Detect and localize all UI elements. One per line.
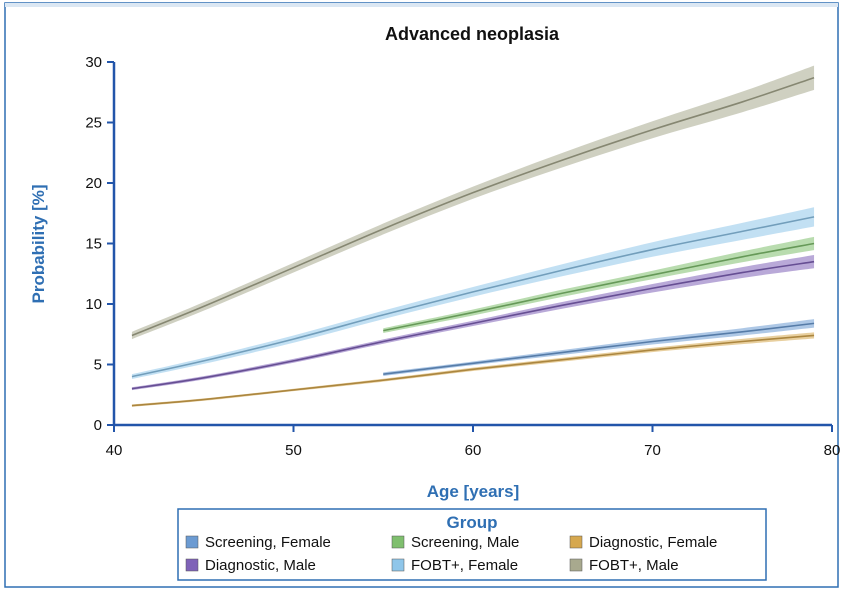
y-axis-ticks: 0 5 10 15 20 25 30: [85, 54, 114, 434]
legend-label: Diagnostic, Female: [589, 534, 717, 551]
figure-border: [4, 2, 839, 588]
legend-item-diagnostic-female: Diagnostic, Female: [569, 534, 717, 551]
chart-title: Advanced neoplasia: [385, 24, 560, 44]
figure-top-strip: [5, 3, 838, 7]
line-screening-female: [383, 322, 815, 375]
legend-box: [177, 508, 767, 581]
x-tick-label: 40: [106, 442, 123, 459]
legend-item-fobt-female: FOBT+, Female: [391, 557, 518, 574]
legend: Group Screening, Female Screening, Male Di…: [177, 508, 767, 581]
y-tick-label: 0: [94, 417, 102, 434]
legend-label: Diagnostic, Male: [205, 557, 316, 574]
legend-label: Screening, Female: [205, 534, 331, 551]
x-axis-label: Age [years]: [427, 482, 520, 501]
legend-item-diagnostic-male: Diagnostic, Male: [185, 557, 316, 574]
legend-title: Group: [447, 513, 498, 532]
x-tick-label: 50: [285, 442, 302, 459]
band-fobt-male: [131, 65, 815, 340]
y-tick-label: 20: [85, 175, 102, 192]
y-tick-label: 15: [85, 236, 102, 253]
legend-item-screening-male: Screening, Male: [391, 534, 519, 551]
y-tick-label: 10: [85, 296, 102, 313]
legend-swatch: [391, 558, 405, 572]
line-diagnostic-female: [131, 334, 815, 407]
legend-swatch: [569, 558, 583, 572]
line-screening-male: [383, 242, 815, 332]
y-axis-label: Probability [%]: [29, 184, 48, 303]
x-tick-label: 80: [824, 442, 841, 459]
legend-swatch: [569, 535, 583, 549]
x-tick-label: 70: [644, 442, 661, 459]
legend-item-fobt-male: FOBT+, Male: [569, 557, 679, 574]
legend-items: Screening, Female Screening, Male Diagnost…: [185, 534, 717, 574]
legend-label: FOBT+, Male: [589, 557, 679, 574]
y-tick-label: 25: [85, 115, 102, 132]
series-lines: [131, 76, 815, 407]
line-diagnostic-male: [131, 260, 815, 390]
legend-swatch: [185, 558, 199, 572]
y-tick-label: 30: [85, 54, 102, 71]
x-axis-ticks: 40 50 60 70 80: [106, 425, 841, 459]
legend-item-screening-female: Screening, Female: [185, 534, 331, 551]
x-tick-label: 60: [465, 442, 482, 459]
legend-label: Screening, Male: [411, 534, 519, 551]
line-fobt-male: [131, 76, 815, 337]
legend-swatch: [185, 535, 199, 549]
legend-label: FOBT+, Female: [411, 557, 518, 574]
line-fobt-female: [131, 216, 815, 378]
legend-swatch: [391, 535, 405, 549]
y-tick-label: 5: [94, 357, 102, 374]
